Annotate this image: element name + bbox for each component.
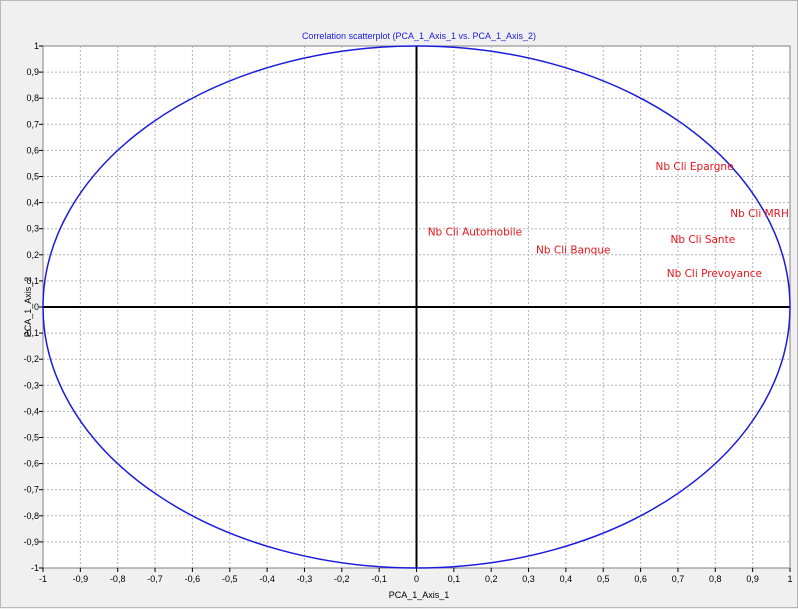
y-tick-label: 0,8 (26, 93, 39, 103)
y-tick-label: 1 (34, 41, 39, 51)
y-tick-label: -0,7 (23, 485, 39, 495)
y-tick-label: 0,4 (26, 198, 39, 208)
y-tick-label: 0,9 (26, 67, 39, 77)
y-tick-label: -0,8 (23, 511, 39, 521)
y-tick-label: 0,2 (26, 250, 39, 260)
y-tick-label: 0 (34, 302, 39, 312)
x-tick-label: 0,4 (560, 574, 573, 584)
x-tick-label: -0,3 (297, 574, 313, 584)
y-tick-label: 0,3 (26, 224, 39, 234)
x-tick-label: -0,2 (334, 574, 350, 584)
y-axis-title: PCA_1_Axis_2 (23, 277, 33, 338)
x-tick-label: 1 (787, 574, 792, 584)
y-tick-label: -1 (31, 563, 39, 573)
x-tick-label: 0,8 (709, 574, 722, 584)
y-tick-label: -0,5 (23, 433, 39, 443)
x-tick-label: -0,6 (185, 574, 201, 584)
x-tick-label: 0,2 (485, 574, 498, 584)
y-tick-label: -0,4 (23, 406, 39, 416)
x-tick-label: 0 (414, 574, 419, 584)
point-labels: Nb Cli Epargne Nb Cli MRH Nb Cli Automobil… (428, 161, 789, 280)
x-tick-label: -1 (39, 574, 47, 584)
point-label: Nb Cli Automobile (428, 226, 522, 238)
y-tick-label: -0,1 (23, 328, 39, 338)
y-tick-label: 0,1 (26, 276, 39, 286)
x-tick-label: 0,5 (597, 574, 610, 584)
point-label: Nb Cli Banque (536, 245, 610, 257)
x-tick-label: -0,9 (73, 574, 89, 584)
zero-axes (43, 46, 790, 568)
x-tick-label: -0,5 (222, 574, 238, 584)
point-label: Nb Cli MRH (730, 208, 789, 220)
point-label: Nb Cli Prevoyance (667, 268, 762, 280)
y-tick-label: -0,3 (23, 380, 39, 390)
x-axis-title: PCA_1_Axis_1 (389, 590, 450, 600)
y-tick-label: 0,6 (26, 145, 39, 155)
point-label: Nb Cli Epargne (656, 161, 734, 173)
y-tick-label: 0,7 (26, 119, 39, 129)
x-tick-label: 0,7 (672, 574, 685, 584)
x-tick-label: -0,8 (110, 574, 126, 584)
x-tick-label: -0,1 (371, 574, 387, 584)
y-tick-label: -0,9 (23, 537, 39, 547)
x-tick-label: 0,6 (634, 574, 647, 584)
x-tick-label: 0,1 (448, 574, 461, 584)
x-tick-labels: -1 -0,9 -0,8 -0,7 -0,6 -0,5 -0,4 -0,3 -0,2 -0,1 0 0… (39, 568, 793, 584)
y-tick-label: -0,6 (23, 459, 39, 469)
chart-title: Correlation scatterplot (PCA_1_Axis_1 vs… (302, 31, 536, 41)
x-tick-label: -0,4 (259, 574, 275, 584)
x-tick-label: 0,3 (522, 574, 535, 584)
x-tick-label: -0,7 (147, 574, 163, 584)
y-tick-labels: 1 0,9 0,8 0,7 0,6 0,5 0,4 0,3 0,2 0,1 0 -0,1 -0,2 -0,… (23, 41, 43, 573)
point-label: Nb Cli Sante (670, 234, 735, 246)
x-tick-label: 0,9 (746, 574, 759, 584)
y-tick-label: -0,2 (23, 354, 39, 364)
y-tick-label: 0,5 (26, 172, 39, 182)
